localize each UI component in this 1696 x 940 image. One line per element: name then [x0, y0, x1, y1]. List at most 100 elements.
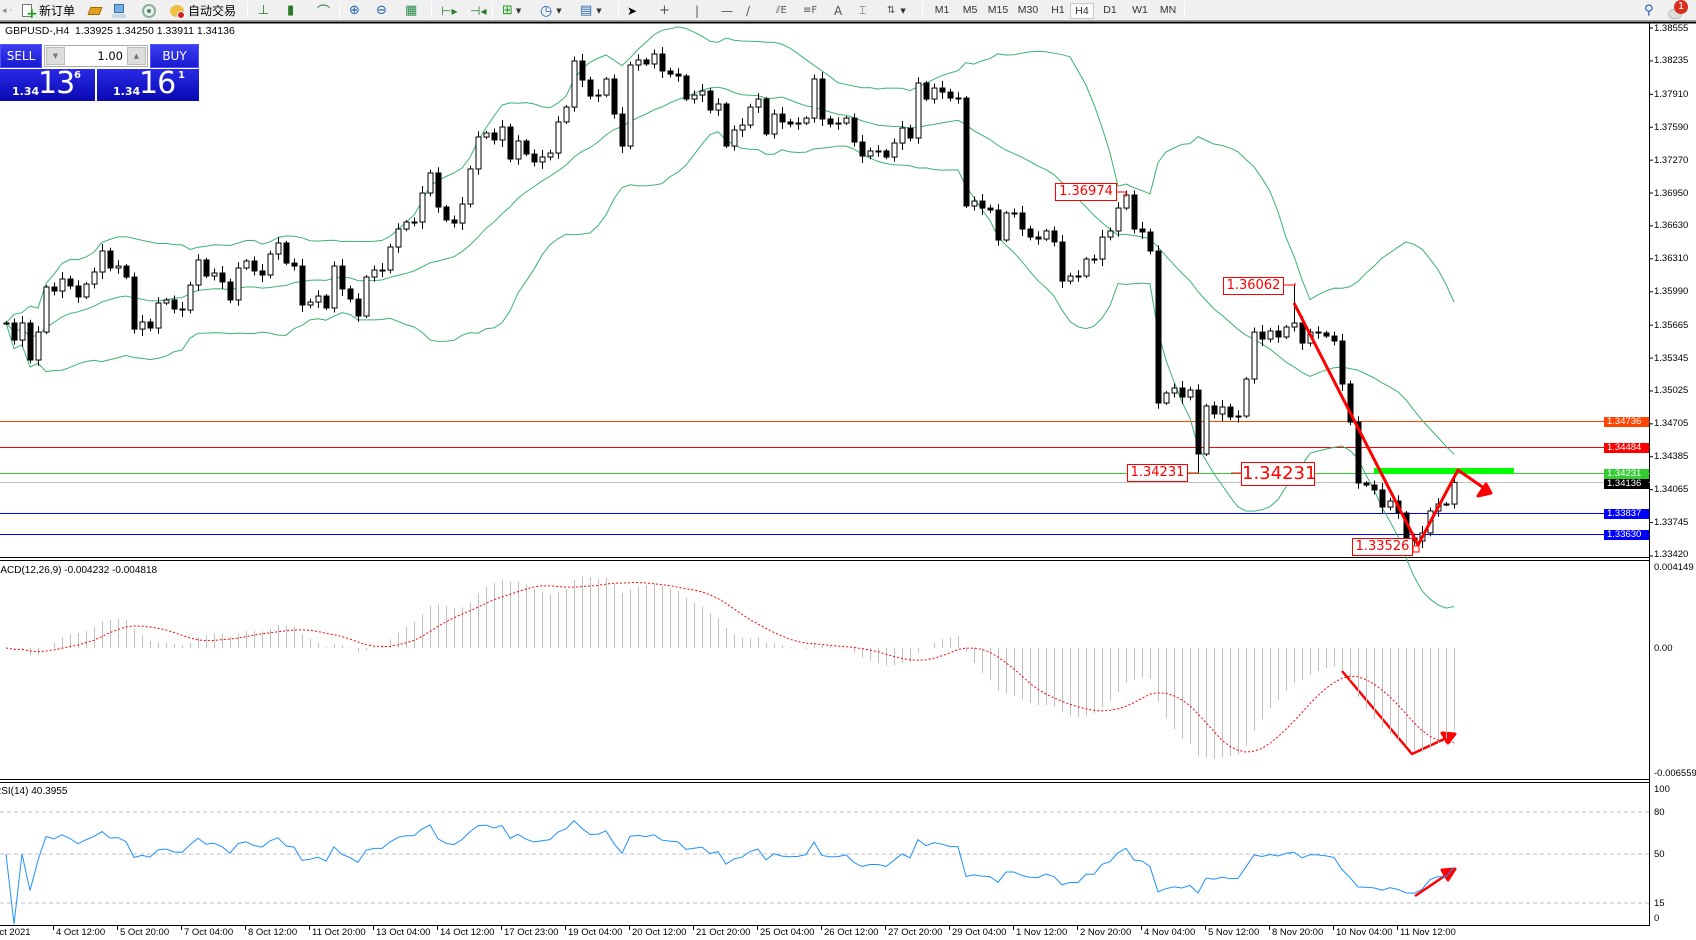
timeframe-d1[interactable]: D1	[1103, 4, 1117, 16]
timeframe-m5[interactable]: M5	[962, 4, 978, 16]
bull-candle-body	[163, 299, 170, 304]
bear-candle-body	[1179, 387, 1186, 398]
lot-decrease-button[interactable]: ▼	[46, 47, 65, 65]
lot-increase-button[interactable]: ▲	[127, 47, 146, 65]
candle	[523, 138, 530, 157]
bull-candle-body	[1187, 389, 1194, 398]
support-label[interactable]: 1.34231	[1127, 464, 1188, 482]
new-order-button[interactable]: + 新订单	[20, 2, 75, 21]
templates-button[interactable]: ▤ ▼	[580, 2, 602, 19]
candle	[603, 76, 610, 98]
line-chart-button[interactable]: ⌒	[317, 2, 330, 20]
data-window-button[interactable]	[111, 2, 127, 19]
price-axis-label: 1.36950	[1654, 187, 1689, 199]
candle	[651, 49, 658, 69]
auto-scroll-button[interactable]: ⊢▸	[441, 2, 457, 19]
bull-candle-body	[267, 253, 274, 276]
candle	[875, 145, 882, 157]
buy-price-button[interactable]: 1.34 16 1	[97, 66, 199, 101]
macd-header: MACD(12,26,9) -0.004232 -0.004818	[0, 565, 158, 576]
zoom-out-button[interactable]: ⊖	[376, 2, 387, 19]
bollinger-middle-band	[5, 86, 1455, 455]
swing-high-label[interactable]: 1.36974	[1055, 183, 1117, 201]
candle	[499, 120, 506, 147]
timeframe-h1[interactable]: H1	[1051, 4, 1065, 16]
annotation-connectors	[1117, 191, 1420, 553]
timeframe-m30[interactable]: M30	[1017, 4, 1039, 16]
horizontal-line-tool[interactable]: —	[721, 2, 733, 19]
candle	[747, 103, 754, 129]
lot-size-value[interactable]: 1.00	[97, 49, 123, 63]
candle	[299, 259, 306, 312]
bear-candle-body	[579, 60, 586, 81]
arrows-tool[interactable]: ⇅ ▼	[887, 2, 906, 19]
channel-tool[interactable]: ⫽E	[776, 2, 787, 19]
timeframe-mn[interactable]: MN	[1159, 4, 1177, 16]
candle	[987, 204, 994, 214]
candle	[555, 116, 562, 159]
time-axis-label: 4 Oct 12:00	[56, 927, 106, 938]
price-axis-label: 1.38235	[1654, 55, 1689, 67]
timeframe-h4[interactable]: H4	[1070, 3, 1094, 19]
bull-candle-body	[1075, 275, 1082, 278]
bear-candle-body	[259, 270, 266, 276]
text-label-tool[interactable]: ⌶	[859, 2, 866, 19]
zoom-out-icon: ⊖	[376, 3, 387, 18]
fibonacci-tool[interactable]: ≡F	[803, 2, 817, 19]
bear-candle-body	[1259, 331, 1266, 340]
candle	[1331, 331, 1338, 346]
rsi-axis-label: 0	[1654, 912, 1660, 924]
sell-button[interactable]: SELL	[0, 44, 42, 68]
vertical-line-tool[interactable]: |	[695, 2, 699, 19]
search-button[interactable]: ⚲	[1644, 2, 1654, 19]
cursor-tool[interactable]: ➤	[627, 2, 637, 19]
bull-candle-body	[139, 321, 146, 330]
bull-candle-body	[459, 203, 466, 224]
sell-price-button[interactable]: 1.34 13 6	[0, 66, 95, 101]
lot-size-field[interactable]: ▼ 1.00 ▲	[44, 45, 148, 67]
indicators-button[interactable]: ⊞ ▼	[502, 2, 521, 19]
timeframe-m1[interactable]: M1	[934, 4, 950, 16]
candle	[1139, 222, 1146, 239]
candle	[1283, 324, 1290, 340]
buy-button[interactable]: BUY	[150, 44, 199, 68]
zoom-in-icon: ⊕	[349, 3, 360, 18]
auto-trading-button[interactable]: 自动交易	[169, 2, 236, 19]
auto-scroll-icon: ⊢▸	[441, 3, 458, 18]
candle	[459, 197, 466, 231]
candle	[667, 67, 674, 78]
timeframe-m15[interactable]: M15	[987, 4, 1009, 16]
swing-low-label[interactable]: 1.33526	[1352, 538, 1413, 556]
text-icon: A	[834, 3, 843, 18]
crosshair-tool[interactable]: +	[659, 2, 670, 19]
tile-windows-button[interactable]: ▦	[405, 2, 417, 19]
notifications-button[interactable]: 1	[1668, 0, 1688, 19]
candle	[267, 250, 274, 279]
candle	[1243, 376, 1250, 419]
timeframe-w1[interactable]: W1	[1132, 4, 1148, 16]
lower-high-label[interactable]: 1.36062	[1223, 277, 1284, 295]
periods-button[interactable]: ◷ ▼	[540, 2, 562, 19]
candle	[1371, 480, 1378, 495]
bull-candle-body	[235, 267, 242, 301]
support-label-large[interactable]: 1.34231	[1241, 462, 1317, 486]
rsi-header: RSI(14) 40.3955	[0, 786, 68, 797]
one-click-trading-panel: SELL ▼ 1.00 ▲ BUY 1.34 13 6 1.34 16 1	[0, 44, 199, 101]
zoom-in-button[interactable]: ⊕	[349, 2, 360, 19]
bear-candle-body	[251, 260, 258, 272]
bull-candle-body	[1291, 322, 1298, 328]
candle	[411, 217, 418, 227]
toolbar-separator	[492, 2, 493, 18]
candle	[723, 101, 730, 149]
trendline-tool[interactable]: /	[746, 2, 750, 19]
toolbar-separator	[339, 2, 340, 18]
candlestick-button[interactable]: ▮	[287, 2, 294, 19]
text-tool[interactable]: A	[834, 2, 842, 19]
chart-shift-button[interactable]: ⊣◂	[470, 2, 486, 19]
candle	[227, 278, 234, 304]
candle	[1379, 482, 1386, 515]
bar-chart-button[interactable]: ⊥	[258, 2, 269, 19]
bull-candle-body	[395, 228, 402, 248]
navigator-button[interactable]	[141, 2, 157, 19]
